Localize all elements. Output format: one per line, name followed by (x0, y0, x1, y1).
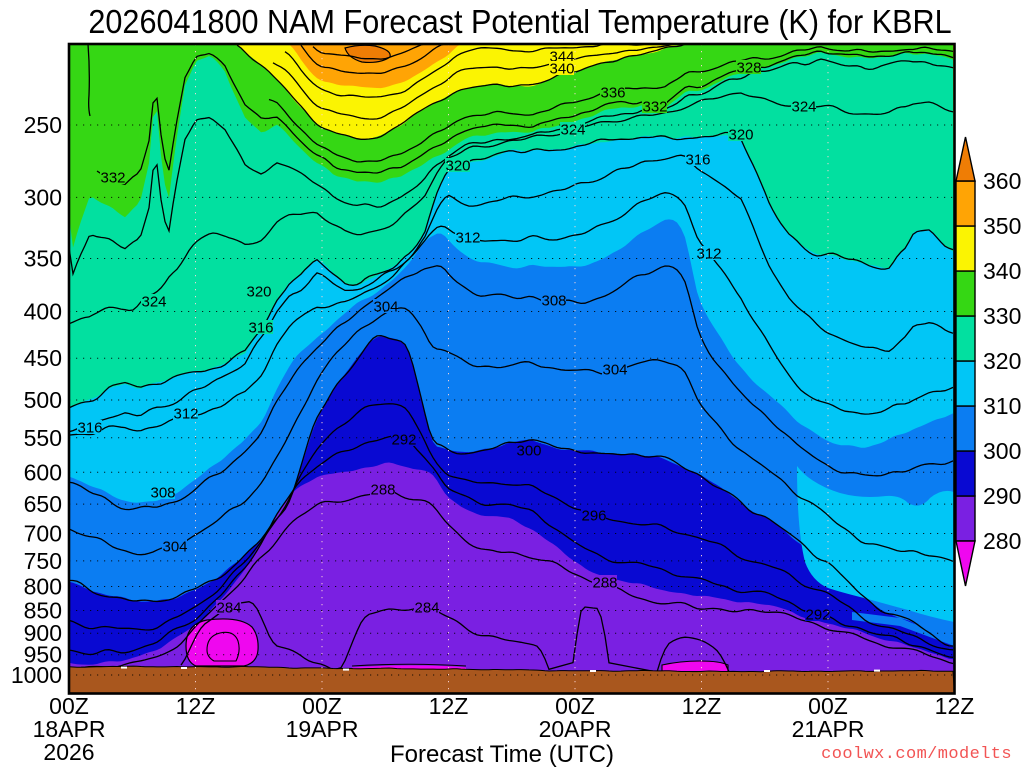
svg-text:20APR: 20APR (539, 716, 612, 742)
svg-text:21APR: 21APR (792, 716, 865, 742)
svg-text:550: 550 (24, 425, 62, 451)
svg-text:340: 340 (549, 61, 574, 78)
svg-text:308: 308 (541, 293, 566, 310)
svg-text:18APR: 18APR (33, 716, 106, 742)
svg-text:316: 316 (77, 420, 102, 437)
svg-text:750: 750 (24, 548, 62, 574)
svg-text:308: 308 (150, 485, 175, 502)
svg-text:324: 324 (560, 122, 585, 139)
svg-text:312: 312 (455, 230, 480, 247)
svg-text:280: 280 (983, 528, 1021, 554)
svg-text:12Z: 12Z (935, 693, 975, 719)
svg-text:19APR: 19APR (286, 716, 359, 742)
svg-text:292: 292 (391, 432, 416, 449)
svg-text:12Z: 12Z (682, 693, 722, 719)
svg-text:284: 284 (216, 600, 241, 617)
svg-text:304: 304 (602, 362, 627, 379)
svg-text:400: 400 (24, 299, 62, 325)
svg-text:coolwx.com/modelts: coolwx.com/modelts (821, 745, 1012, 764)
svg-text:700: 700 (24, 521, 62, 547)
svg-text:1000: 1000 (11, 662, 62, 688)
svg-text:12Z: 12Z (429, 693, 469, 719)
svg-text:00Z: 00Z (555, 693, 595, 719)
svg-text:320: 320 (728, 127, 753, 144)
svg-text:2026: 2026 (43, 739, 94, 765)
svg-text:292: 292 (805, 607, 830, 624)
svg-text:600: 600 (24, 459, 62, 485)
svg-text:310: 310 (983, 393, 1021, 419)
svg-text:250: 250 (24, 112, 62, 138)
svg-text:950: 950 (24, 642, 62, 668)
svg-text:312: 312 (173, 406, 198, 423)
svg-text:00Z: 00Z (808, 693, 848, 719)
svg-text:290: 290 (983, 483, 1021, 509)
svg-text:336: 336 (600, 85, 625, 102)
svg-text:304: 304 (162, 539, 187, 556)
svg-text:296: 296 (581, 508, 606, 525)
svg-text:360: 360 (983, 168, 1021, 194)
svg-text:284: 284 (414, 600, 439, 617)
svg-text:12Z: 12Z (176, 693, 216, 719)
svg-text:450: 450 (24, 345, 62, 371)
svg-text:00Z: 00Z (49, 693, 89, 719)
svg-text:300: 300 (983, 438, 1021, 464)
svg-text:328: 328 (736, 60, 761, 77)
svg-text:00Z: 00Z (302, 693, 342, 719)
svg-text:320: 320 (445, 158, 470, 175)
svg-text:288: 288 (592, 575, 617, 592)
svg-text:2026041800 NAM Forecast Potent: 2026041800 NAM Forecast Potential Temper… (88, 3, 951, 41)
svg-text:316: 316 (248, 320, 273, 337)
svg-text:500: 500 (24, 387, 62, 413)
svg-text:650: 650 (24, 491, 62, 517)
svg-text:320: 320 (983, 348, 1021, 374)
svg-text:324: 324 (791, 99, 816, 116)
svg-text:304: 304 (373, 299, 398, 316)
svg-text:300: 300 (516, 443, 541, 460)
svg-text:800: 800 (24, 574, 62, 600)
svg-text:Forecast Time (UTC): Forecast Time (UTC) (390, 741, 614, 768)
svg-text:300: 300 (24, 184, 62, 210)
svg-text:900: 900 (24, 620, 62, 646)
svg-text:350: 350 (983, 213, 1021, 239)
svg-text:850: 850 (24, 598, 62, 624)
svg-text:350: 350 (24, 246, 62, 272)
svg-text:340: 340 (983, 258, 1021, 284)
svg-text:288: 288 (370, 482, 395, 499)
svg-text:330: 330 (983, 303, 1021, 329)
svg-text:316: 316 (685, 152, 710, 169)
svg-text:312: 312 (696, 246, 721, 263)
svg-text:332: 332 (100, 170, 125, 187)
svg-text:324: 324 (141, 294, 166, 311)
svg-text:320: 320 (246, 284, 271, 301)
svg-text:332: 332 (642, 99, 667, 116)
